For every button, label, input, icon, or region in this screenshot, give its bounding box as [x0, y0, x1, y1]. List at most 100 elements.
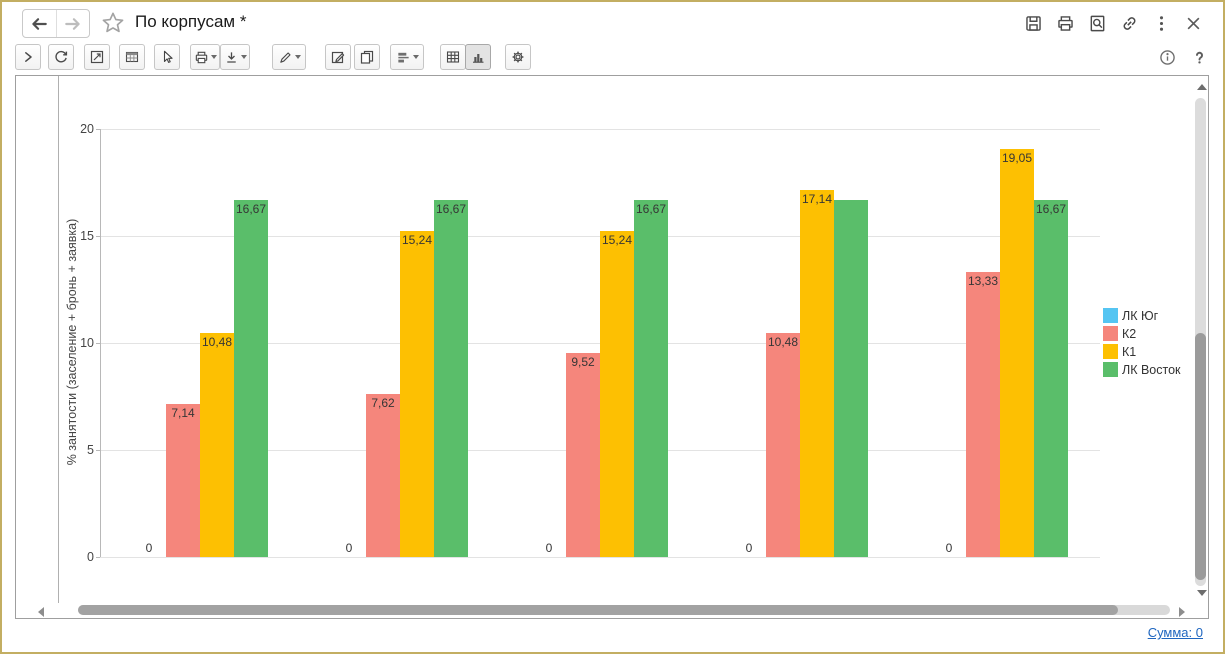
y-tick-label: 10: [80, 336, 94, 350]
bar-К2-group-2[interactable]: [366, 393, 400, 557]
back-arrow-icon: [30, 15, 48, 33]
print-button[interactable]: [1055, 13, 1076, 34]
legend-swatch: [1103, 344, 1118, 359]
bar-value-label: 15,24: [401, 232, 433, 247]
refresh-button[interactable]: [48, 44, 74, 70]
draw-tool-button[interactable]: [272, 44, 306, 70]
y-tick-label: 5: [87, 443, 94, 457]
back-button[interactable]: [23, 10, 56, 37]
y-axis-tick: [96, 343, 100, 344]
view-chart-button[interactable]: [465, 44, 491, 70]
bar-К2-group-5[interactable]: [966, 271, 1000, 557]
bar-value-label: 7,14: [171, 406, 195, 421]
favorite-star-icon[interactable]: [100, 10, 126, 36]
preview-button[interactable]: [1087, 13, 1108, 34]
y-tick-label: 0: [87, 550, 94, 564]
table-properties-button[interactable]: [119, 44, 145, 70]
horizontal-scrollbar-thumb[interactable]: [78, 605, 1118, 615]
legend-item: ЛК Юг: [1103, 308, 1181, 323]
more-menu-button[interactable]: [1151, 13, 1172, 34]
bar-К2-group-1[interactable]: [166, 404, 200, 557]
legend-item: К2: [1103, 326, 1181, 341]
legend-label: К1: [1122, 344, 1137, 359]
titlebar-actions: [1023, 13, 1204, 34]
bar-value-label: 19,05: [1001, 151, 1033, 166]
legend-item: ЛК Восток: [1103, 362, 1181, 377]
vertical-scrollbar-thumb[interactable]: [1195, 333, 1206, 580]
scroll-left-icon[interactable]: [38, 607, 44, 617]
bar-К1-group-3[interactable]: [600, 230, 634, 557]
forward-button[interactable]: [55, 10, 90, 37]
y-axis-tick: [96, 236, 100, 237]
save-button[interactable]: [1023, 13, 1044, 34]
levels-button[interactable]: [390, 44, 424, 70]
y-axis-line: [100, 129, 101, 557]
bar-К1-group-1[interactable]: [200, 332, 234, 557]
legend-swatch: [1103, 362, 1118, 377]
legend-item: К1: [1103, 344, 1181, 359]
bar-value-label: 16,67: [1035, 202, 1067, 217]
bar-К1-group-5[interactable]: [1000, 149, 1034, 557]
expand-panel-button[interactable]: [15, 44, 41, 70]
y-tick-label: 20: [80, 122, 94, 136]
print-document-button[interactable]: [190, 44, 220, 70]
save-file-button[interactable]: [220, 44, 250, 70]
bar-value-label: 0: [745, 541, 753, 555]
pointer-mode-button[interactable]: [154, 44, 180, 70]
y-axis-tick: [96, 450, 100, 451]
link-button[interactable]: [1119, 13, 1140, 34]
bar-ЛК Восток-group-1[interactable]: [234, 200, 268, 557]
scroll-right-icon[interactable]: [1179, 607, 1185, 617]
bar-value-label: 15,24: [601, 232, 633, 247]
y-axis-title: % занятости (заселение + бронь + заявка): [65, 218, 79, 466]
bar-К2-group-3[interactable]: [566, 353, 600, 557]
bar-value-label: 7,62: [371, 395, 395, 410]
chart-legend: ЛК Юг К2 К1 ЛК Восток: [1103, 308, 1181, 377]
sum-link[interactable]: Сумма: 0: [1147, 625, 1203, 640]
history-nav-group: [22, 9, 90, 38]
edit-button[interactable]: [325, 44, 351, 70]
bar-ЛК Восток-group-3[interactable]: [634, 200, 668, 557]
title-bar: По корпусам *: [2, 2, 1223, 42]
scale-button[interactable]: [84, 44, 110, 70]
left-margin-divider: [58, 76, 59, 603]
report-area: 0 5 10 15 20 % занятости (заселение + бронь +…: [15, 75, 1209, 619]
view-table-button[interactable]: [440, 44, 466, 70]
y-axis-tick: [96, 129, 100, 130]
bar-value-label: 0: [145, 541, 153, 555]
copy-button[interactable]: [354, 44, 380, 70]
forward-arrow-icon: [64, 15, 82, 33]
bar-value-label: 0: [345, 541, 353, 555]
legend-label: ЛК Восток: [1122, 362, 1181, 377]
gridline: [100, 129, 1100, 130]
dropdown-arrow-icon: [210, 55, 217, 59]
bar-value-label: 10,48: [767, 334, 799, 349]
bar-value-label: 16,67: [235, 202, 267, 217]
help-icon[interactable]: [1190, 48, 1208, 66]
x-axis-baseline: [100, 557, 1100, 558]
bar-К1-group-2[interactable]: [400, 230, 434, 557]
bar-value-label: 13,33: [967, 273, 999, 288]
close-button[interactable]: [1183, 13, 1204, 34]
info-icon[interactable]: [1158, 48, 1176, 66]
bar-К2-group-4[interactable]: [766, 332, 800, 557]
bar-ЛК Восток-group-5[interactable]: [1034, 200, 1068, 557]
bar-К1-group-4[interactable]: [800, 190, 834, 557]
dropdown-arrow-icon: [240, 55, 247, 59]
bar-value-label: 17,14: [801, 192, 833, 207]
bar-ЛК Восток-group-2[interactable]: [434, 200, 468, 557]
legend-label: К2: [1122, 326, 1137, 341]
settings-gear-button[interactable]: [505, 44, 531, 70]
scroll-down-icon[interactable]: [1197, 590, 1207, 596]
bar-value-label: 16,67: [635, 202, 667, 217]
window-title: По корпусам *: [135, 12, 247, 31]
legend-swatch: [1103, 326, 1118, 341]
dropdown-arrow-icon: [412, 55, 419, 59]
scroll-up-icon[interactable]: [1197, 84, 1207, 90]
bar-value-label: 0: [945, 541, 953, 555]
dropdown-arrow-icon: [294, 55, 301, 59]
chart: 0 5 10 15 20 % занятости (заселение + бронь +…: [16, 76, 1208, 618]
legend-swatch: [1103, 308, 1118, 323]
bar-ЛК Восток-group-4[interactable]: [834, 200, 868, 557]
